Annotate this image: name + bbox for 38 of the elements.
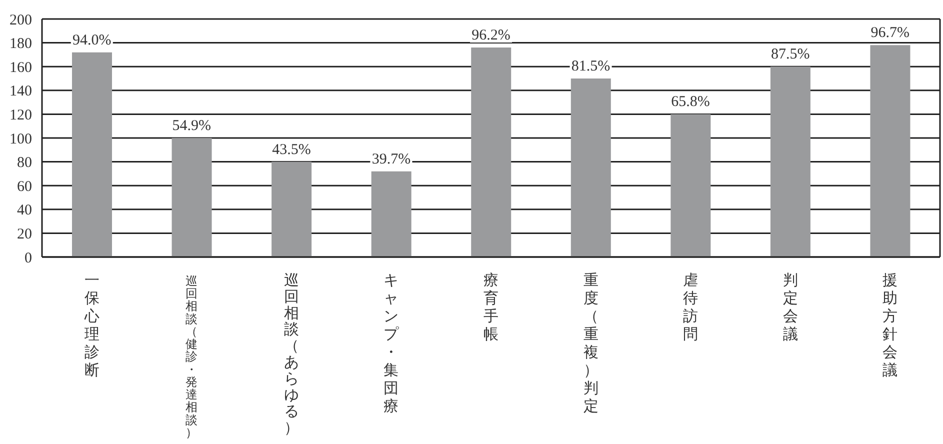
bar — [72, 52, 112, 257]
x-tick-label: 重度（重複）判定 — [583, 272, 598, 415]
y-tick-label: 200 — [10, 12, 32, 28]
annotation: 65.8% — [671, 94, 710, 110]
annotation: 96.7% — [870, 25, 910, 42]
category-label: 巡回相談（あらゆる） — [284, 273, 299, 437]
x-tick-label: 虐待訪問 — [683, 272, 698, 343]
x-tick-label: 療育手帳 — [484, 272, 498, 343]
annotation: 39.7% — [372, 151, 411, 168]
bar — [371, 171, 412, 257]
y-tick-label: 100 — [10, 131, 32, 148]
annotation: 94.0% — [72, 32, 112, 48]
x-tick-label: キャンプ・集団療 — [384, 273, 400, 415]
bar — [870, 45, 910, 257]
y-tick-label: 40 — [17, 202, 32, 219]
y-tick-label: 80 — [17, 155, 32, 172]
bar — [272, 162, 312, 257]
annotation: 54.9% — [172, 118, 212, 134]
annotation: 81.5% — [571, 58, 610, 74]
bar — [770, 66, 810, 257]
annotation: 43.5% — [272, 142, 311, 158]
bar — [172, 138, 212, 257]
annotation: 87.5% — [770, 46, 810, 63]
x-tick-label: 判定会議 — [782, 272, 798, 343]
y-tick-label: 140 — [10, 84, 32, 100]
y-tick-label: 0 — [24, 250, 32, 266]
bar — [670, 114, 711, 257]
category-label: 巡回相談（健診・発達相談） — [186, 274, 198, 440]
y-tick-label: 60 — [17, 178, 32, 195]
y-tick-label: 120 — [10, 108, 32, 124]
y-tick-label: 160 — [10, 60, 32, 76]
x-tick-label: 援助方針会議 — [882, 272, 898, 379]
bar — [471, 48, 512, 257]
y-tick-label: 20 — [17, 226, 32, 243]
bar — [570, 78, 611, 257]
annotation: 96.2% — [472, 28, 510, 44]
x-tick-label: 一保心理診断 — [83, 273, 100, 379]
y-tick-label: 180 — [10, 36, 32, 52]
